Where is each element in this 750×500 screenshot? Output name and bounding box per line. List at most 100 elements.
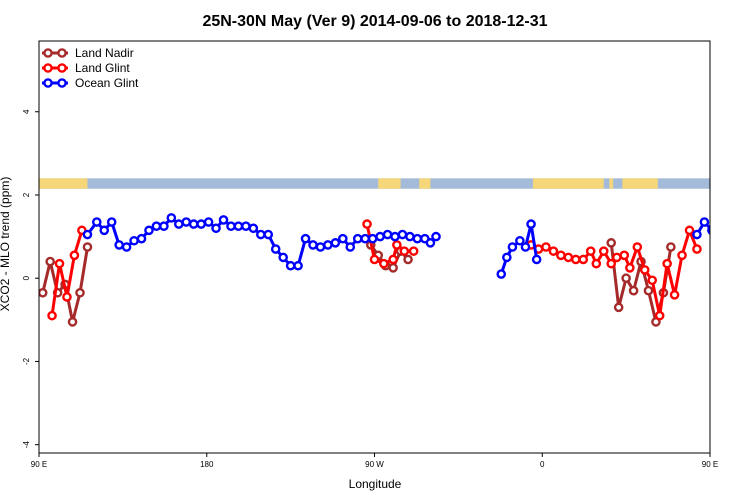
- legend-label: Land Nadir: [75, 46, 134, 60]
- point-land-glint: [632, 242, 643, 252]
- point-ocean-glint: [345, 242, 356, 252]
- point-land-glint: [556, 250, 566, 261]
- point-ocean-glint: [507, 242, 518, 252]
- point-ocean-glint: [293, 260, 303, 271]
- point-ocean-glint: [397, 229, 408, 240]
- legend-item-land-nadir: Land Nadir: [42, 46, 134, 60]
- land-band-3: [532, 178, 604, 189]
- point-land-glint: [541, 242, 551, 252]
- point-ocean-glint: [425, 238, 436, 248]
- point-ocean-glint: [502, 252, 512, 263]
- point-ocean-glint: [91, 217, 102, 227]
- point-land-glint: [388, 254, 398, 265]
- point-land-glint: [639, 265, 650, 275]
- point-ocean-glint: [405, 231, 415, 242]
- point-ocean-glint: [256, 229, 266, 240]
- x-tick-label: 180: [200, 460, 214, 469]
- point-ocean-glint: [211, 223, 221, 234]
- point-ocean-glint: [315, 242, 326, 252]
- legend-item-ocean-glint: Ocean Glint: [42, 76, 139, 90]
- point-ocean-glint: [382, 229, 393, 240]
- point-ocean-glint: [699, 217, 710, 227]
- point-land-glint: [598, 246, 609, 256]
- point-ocean-glint: [181, 217, 192, 227]
- point-land-glint: [669, 290, 680, 300]
- land-band-4: [609, 178, 614, 189]
- point-land-nadir: [628, 285, 639, 296]
- legend-label: Ocean Glint: [75, 76, 139, 90]
- point-land-glint: [563, 252, 574, 263]
- point-ocean-glint: [723, 241, 730, 248]
- point-ocean-glint: [352, 233, 363, 244]
- point-ocean-glint: [390, 231, 400, 242]
- point-land-nadir: [39, 287, 48, 298]
- point-land-nadir: [388, 263, 398, 273]
- point-ocean-glint: [136, 233, 147, 244]
- point-land-nadir: [82, 242, 93, 252]
- point-ocean-glint: [106, 217, 117, 227]
- plot-frame: [38, 40, 711, 454]
- point-ocean-glint: [188, 219, 199, 229]
- point-land-glint: [654, 310, 665, 321]
- legend-item-land-glint: Land Glint: [42, 61, 130, 75]
- point-land-glint: [62, 292, 72, 302]
- point-ocean-glint: [716, 218, 723, 225]
- point-ocean-glint: [241, 221, 251, 231]
- point-land-nadir: [606, 238, 617, 248]
- point-ocean-glint: [431, 231, 441, 242]
- point-land-glint: [585, 246, 596, 256]
- point-ocean-glint: [308, 240, 318, 250]
- point-ocean-glint: [738, 237, 745, 244]
- y-tick-label: -2: [22, 357, 31, 365]
- point-ocean-glint: [515, 235, 525, 246]
- point-land-nadir: [613, 302, 624, 313]
- land-ocean-strip: [39, 178, 710, 189]
- point-ocean-glint: [166, 213, 177, 223]
- point-ocean-glint: [144, 225, 154, 236]
- point-ocean-glint: [129, 235, 139, 246]
- point-ocean-glint: [330, 238, 341, 248]
- point-land-nadir: [75, 287, 85, 298]
- point-land-glint: [47, 310, 57, 321]
- y-tick-label: 2: [22, 192, 31, 197]
- series-ocean-glint: [82, 213, 745, 279]
- point-ocean-glint: [526, 219, 536, 229]
- y-tick-label: -4: [22, 441, 31, 449]
- x-axis: 90 E 180 90 W 0 90 E: [31, 453, 718, 469]
- point-land-glint: [399, 246, 410, 256]
- point-land-glint: [578, 254, 589, 265]
- point-ocean-glint: [531, 254, 542, 265]
- point-ocean-glint: [82, 229, 93, 240]
- x-tick-label: 90 W: [365, 460, 384, 469]
- point-ocean-glint: [731, 243, 738, 250]
- point-ocean-glint: [375, 231, 385, 242]
- point-ocean-glint: [692, 229, 702, 240]
- series-layer: [39, 213, 745, 327]
- point-land-glint: [548, 246, 559, 256]
- point-ocean-glint: [367, 233, 378, 244]
- legend-marker: [43, 48, 53, 58]
- y-axis: -4 -2 0 2 4: [22, 109, 39, 448]
- point-ocean-glint: [496, 269, 507, 279]
- point-land-glint: [619, 250, 630, 261]
- point-ocean-glint: [248, 223, 259, 234]
- land-band-5: [622, 178, 658, 189]
- legend-label: Land Glint: [75, 61, 130, 75]
- point-ocean-glint: [159, 221, 169, 231]
- point-land-glint: [392, 240, 402, 250]
- point-land-glint: [692, 244, 702, 254]
- x-axis-label: Longitude: [349, 477, 402, 491]
- point-land-glint: [379, 258, 389, 269]
- land-band-0: [39, 178, 88, 189]
- point-land-glint: [591, 258, 602, 269]
- point-ocean-glint: [203, 217, 214, 227]
- point-land-glint: [606, 258, 617, 269]
- x-tick-label: 90 E: [702, 460, 718, 469]
- point-land-glint: [571, 254, 581, 265]
- point-ocean-glint: [263, 229, 274, 240]
- land-band-1: [378, 178, 401, 189]
- point-land-glint: [647, 275, 658, 286]
- point-ocean-glint: [285, 260, 296, 271]
